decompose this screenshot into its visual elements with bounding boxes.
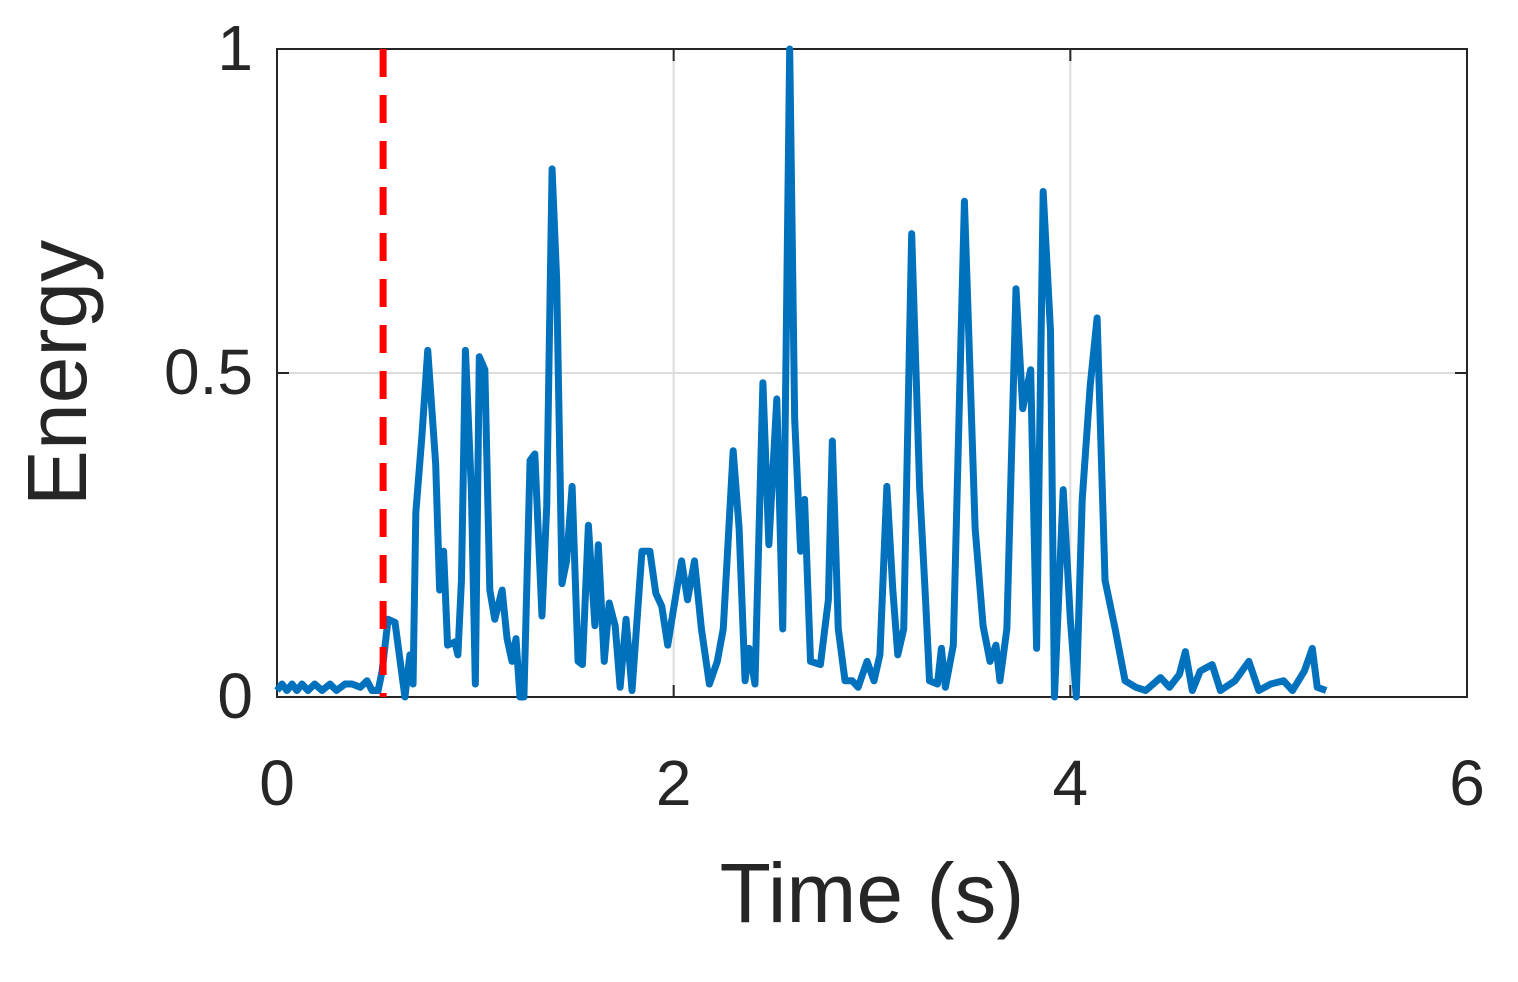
plot-frame — [276, 48, 1468, 698]
x-tick-label: 6 — [1449, 747, 1485, 819]
y-tick-label: 1 — [217, 12, 253, 84]
x-tick-label: 4 — [1053, 747, 1089, 819]
x-axis-label: Time (s) — [720, 846, 1025, 940]
x-tick-label: 0 — [259, 747, 295, 819]
y-tick-label: 0 — [217, 660, 253, 732]
y-axis-label: Energy — [10, 240, 104, 506]
data-line — [274, 45, 1328, 701]
y-tick-label: 0.5 — [164, 336, 253, 408]
x-tick-label: 2 — [656, 747, 692, 819]
